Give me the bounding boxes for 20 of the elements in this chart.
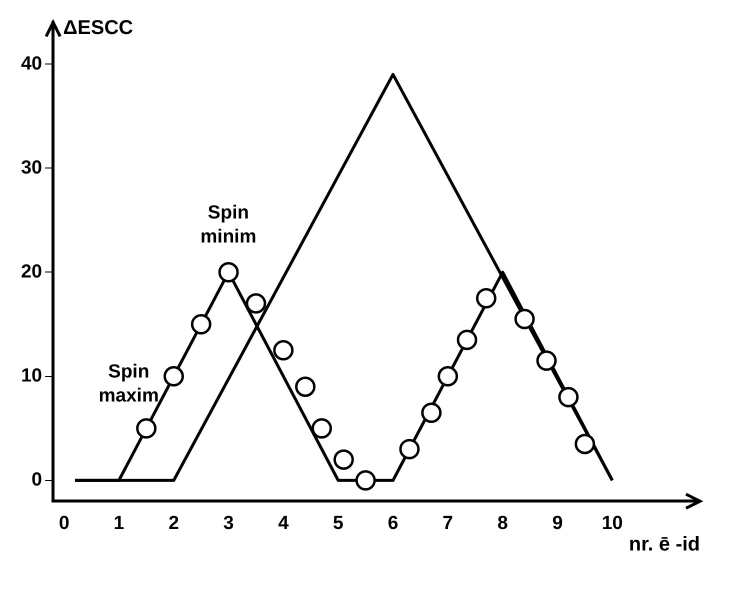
x-tick-label: 6 xyxy=(388,512,398,534)
x-tick-label: 3 xyxy=(223,512,234,534)
y-tick-label: 0 xyxy=(32,470,42,491)
y-tick-label: 30 xyxy=(20,157,42,178)
y-tick-label: 10 xyxy=(20,366,42,387)
x-tick-label: 10 xyxy=(602,512,623,534)
x-tick-label: 0 xyxy=(58,512,70,534)
y-tick-label: 20 xyxy=(20,261,42,282)
x-tick-label: 2 xyxy=(168,512,180,534)
series-label: Spin minim xyxy=(200,202,256,248)
x-axis-title: nr. ē -id xyxy=(628,534,700,556)
x-tick-label: 9 xyxy=(552,512,563,534)
series-label: Spin maxim xyxy=(98,362,159,407)
y-axis-title: ΔESCC xyxy=(63,16,134,39)
x-tick-label: 8 xyxy=(497,512,508,534)
x-tick-label: 7 xyxy=(442,512,454,534)
x-tick-label: 4 xyxy=(278,512,290,534)
y-tick-label: 40 xyxy=(20,53,42,74)
x-tick-label: 5 xyxy=(332,512,344,534)
x-tick-label: 1 xyxy=(114,512,125,534)
